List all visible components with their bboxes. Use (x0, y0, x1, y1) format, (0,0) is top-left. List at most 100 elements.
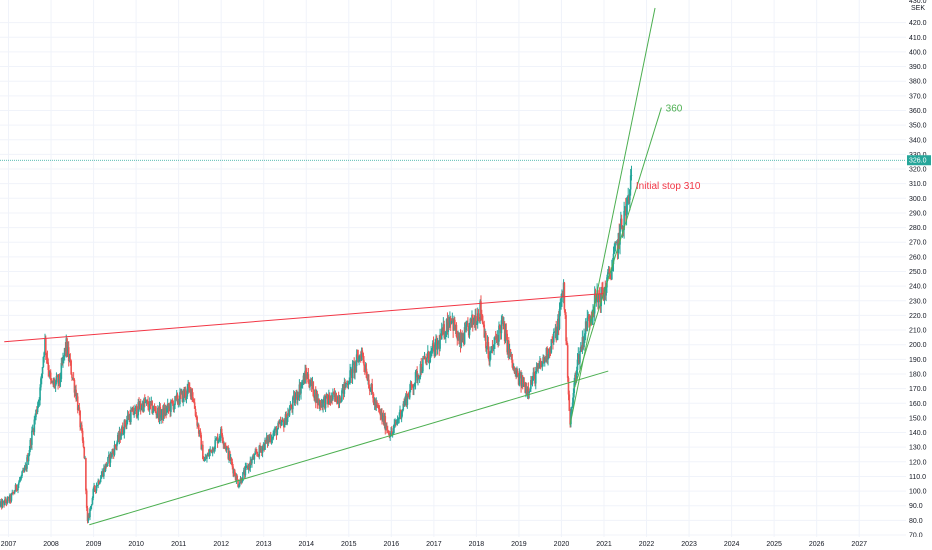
candle-body (583, 335, 585, 348)
drawings[interactable]: 360 Initial stop 310 (4, 7, 701, 526)
candle-body (462, 338, 464, 341)
candle-body (112, 451, 114, 453)
candle-body (415, 371, 418, 373)
candle-body (233, 470, 235, 474)
candle-body (217, 440, 220, 444)
candle-body (466, 323, 468, 325)
candle-body (85, 458, 87, 491)
candle-body (595, 297, 598, 301)
candle-body (255, 451, 257, 453)
candle-body (374, 401, 377, 407)
y-tick-label: 270.0 (909, 240, 927, 247)
candle-body (574, 374, 576, 383)
candle-body (493, 344, 495, 349)
candle-body (92, 489, 95, 498)
candle-body (579, 351, 581, 363)
y-tick-label: 90.0 (909, 503, 923, 510)
candle-body (523, 383, 526, 384)
candle-body (601, 286, 603, 290)
candle-body (93, 485, 95, 490)
candle-body (476, 313, 479, 324)
candle-body (266, 436, 269, 444)
candle-body (207, 453, 210, 456)
y-tick-label: 140.0 (909, 430, 927, 437)
candle-body (106, 463, 108, 467)
y-axis[interactable]: 70.0 80.0 90.0 100.0 110.0 120.0 130.0 140.0 150… (906, 0, 932, 550)
candle-body (477, 313, 480, 319)
candle-body (284, 414, 287, 423)
candle-body (325, 394, 328, 396)
candle-body (515, 371, 517, 378)
support-line[interactable] (89, 370, 609, 526)
candle-body (474, 316, 477, 324)
candle-body (130, 411, 132, 423)
candle-body (100, 475, 103, 479)
stop-label[interactable]: Initial stop 310 (636, 181, 701, 192)
y-tick-label: 340.0 (909, 137, 927, 144)
candle-body (161, 408, 163, 415)
candle-body (61, 363, 63, 364)
candle-body (621, 226, 624, 228)
candle-body (65, 338, 68, 352)
candle-body (281, 419, 284, 423)
channel-shallow-line[interactable] (573, 107, 662, 389)
candle-body (622, 226, 625, 231)
candle-body (375, 402, 378, 407)
candle-body (234, 475, 237, 481)
candle-body (118, 431, 121, 440)
candle-body (213, 449, 216, 452)
candle-body (552, 339, 554, 343)
candle-body (63, 355, 65, 357)
candle-body (608, 268, 611, 275)
candle-body (143, 398, 146, 403)
candle-body (444, 337, 446, 338)
candle-body (22, 470, 25, 472)
candle-body (38, 400, 41, 402)
candle-body (323, 397, 325, 400)
grid (0, 0, 906, 537)
candle-body (445, 331, 447, 338)
candle-body (215, 437, 218, 440)
candle-body (364, 365, 366, 371)
candle-body (248, 465, 251, 469)
candle-body (359, 356, 362, 361)
candle-body (468, 323, 471, 336)
candle-body (579, 346, 582, 352)
x-axis[interactable]: 2007 2008 2009 2010 2011 2012 2013 2014 2015 2016… (0, 537, 932, 550)
candle-body (394, 422, 396, 424)
candle-body (114, 444, 117, 447)
candle-body (429, 351, 432, 362)
candle-body (550, 339, 553, 353)
candle-body (404, 399, 406, 406)
candle-body (69, 358, 72, 361)
candle-body (442, 324, 445, 331)
candle-body (617, 233, 620, 253)
candle-body (4, 499, 7, 503)
candle-body (432, 343, 435, 347)
candle-body (451, 318, 454, 321)
candle-body (385, 427, 387, 431)
candle-body (153, 406, 156, 409)
target-label[interactable]: 360 (666, 104, 683, 115)
candle-body (135, 406, 138, 417)
candle-body (206, 456, 208, 459)
candle-body (304, 370, 306, 384)
candle-body (36, 410, 38, 413)
candle-body (48, 369, 50, 376)
candle-body (561, 293, 563, 303)
candle-body (436, 338, 438, 350)
candle-body (499, 327, 502, 334)
candle-body (566, 341, 568, 346)
candle-body (577, 354, 580, 360)
candle-body (522, 383, 525, 387)
candle-body (263, 444, 266, 450)
candle-body (609, 274, 612, 276)
resistance-line[interactable] (4, 292, 605, 343)
y-tick-label: 410.0 (909, 35, 927, 42)
candle-body (486, 342, 489, 349)
candle-body (298, 384, 301, 398)
candle-body (105, 463, 108, 467)
candle-body (314, 389, 316, 399)
